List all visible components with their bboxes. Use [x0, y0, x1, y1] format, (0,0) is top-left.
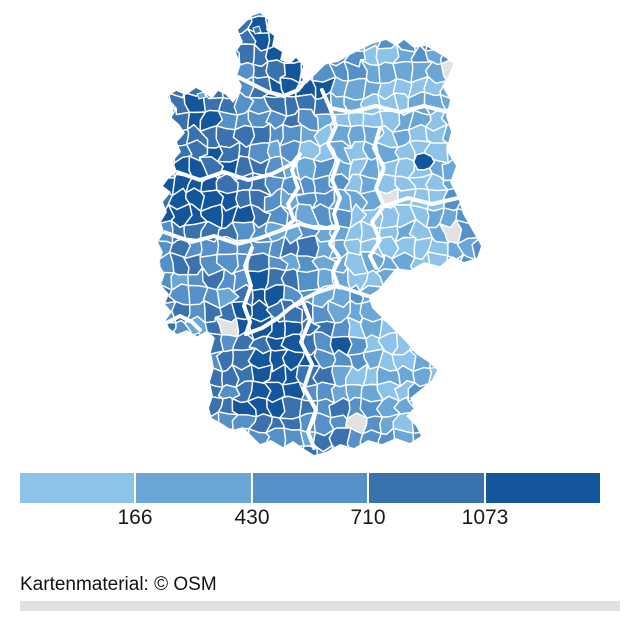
legend-break-4: 1073	[461, 506, 509, 529]
map-attribution: Kartenmaterial: © OSM	[20, 574, 217, 595]
legend-swatch-4	[369, 473, 484, 503]
legend-swatch-2	[136, 473, 251, 503]
horizontal-scrollbar[interactable]	[20, 601, 620, 611]
legend-swatch-5	[485, 473, 601, 503]
legend-break-1: 166	[117, 506, 153, 529]
legend-break-3: 710	[350, 506, 386, 529]
legend-color-bar	[20, 473, 601, 503]
legend-swatch-3	[252, 473, 368, 503]
legend-labels: 166 430 710 1073	[20, 506, 600, 532]
legend-break-2: 430	[234, 506, 270, 529]
legend-swatch-1	[20, 473, 135, 503]
